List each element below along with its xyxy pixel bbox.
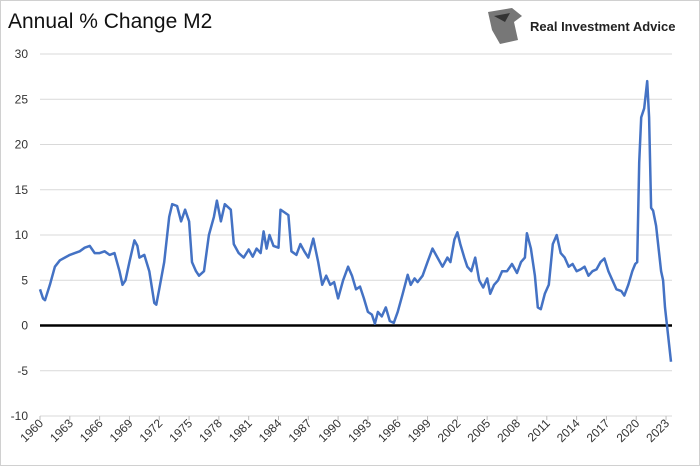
y-tick-label: 0 <box>21 319 28 333</box>
chart-title: Annual % Change M2 <box>8 10 212 33</box>
y-tick-label: 10 <box>15 228 29 242</box>
y-tick-label: 5 <box>21 273 28 287</box>
y-tick-label: 25 <box>15 92 29 106</box>
brand: Real Investment Advice <box>530 19 675 34</box>
y-tick-label: 20 <box>15 138 29 152</box>
logo-icon-detail <box>494 13 510 22</box>
data-line <box>38 79 673 362</box>
y-tick-label: -10 <box>11 409 29 423</box>
y-tick-label: 30 <box>15 47 29 61</box>
y-tick-label: -5 <box>17 364 28 378</box>
y-tick-label: 15 <box>15 183 29 197</box>
